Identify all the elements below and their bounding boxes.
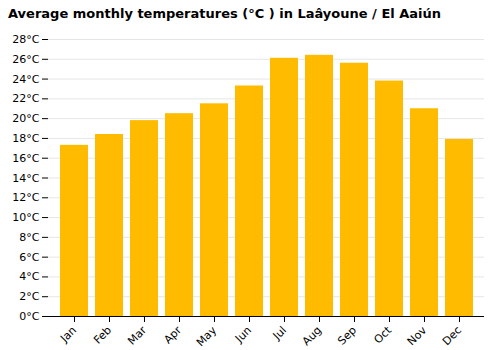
svg-text:Aug: Aug (300, 324, 324, 348)
svg-text:0°C: 0°C (19, 310, 39, 323)
html-text:Average monthly temperatures (: Average monthly temperatures (°C ) in La… (8, 6, 442, 21)
svg-text:2°C: 2°C (19, 290, 39, 303)
svg-text:Oct: Oct (371, 323, 394, 346)
svg-text:Mar: Mar (125, 323, 149, 347)
svg-text:14°C: 14°C (12, 171, 39, 184)
svg-text:10°C: 10°C (12, 211, 39, 224)
svg-text:Apr: Apr (161, 323, 184, 346)
svg-text:18°C: 18°C (12, 132, 39, 145)
svg-text:Jan: Jan (57, 324, 79, 346)
svg-text:6°C: 6°C (19, 251, 39, 264)
svg-text:May: May (194, 323, 220, 349)
svg-text:16°C: 16°C (12, 152, 39, 165)
svg-text:Jun: Jun (232, 324, 254, 346)
svg-text:12°C: 12°C (12, 191, 39, 204)
svg-text:Feb: Feb (91, 324, 114, 347)
svg-text:Nov: Nov (405, 323, 430, 348)
svg-text:24°C: 24°C (12, 72, 39, 85)
svg-text:22°C: 22°C (12, 92, 39, 105)
svg-text:28°C: 28°C (12, 33, 39, 46)
svg-text:4°C: 4°C (19, 270, 39, 283)
svg-text:Sep: Sep (335, 324, 359, 348)
svg-text:8°C: 8°C (19, 231, 39, 244)
svg-text:20°C: 20°C (12, 112, 39, 125)
svg-text:Jul: Jul (270, 324, 289, 343)
svg-text:26°C: 26°C (12, 53, 39, 66)
svg-text:Dec: Dec (440, 324, 464, 348)
